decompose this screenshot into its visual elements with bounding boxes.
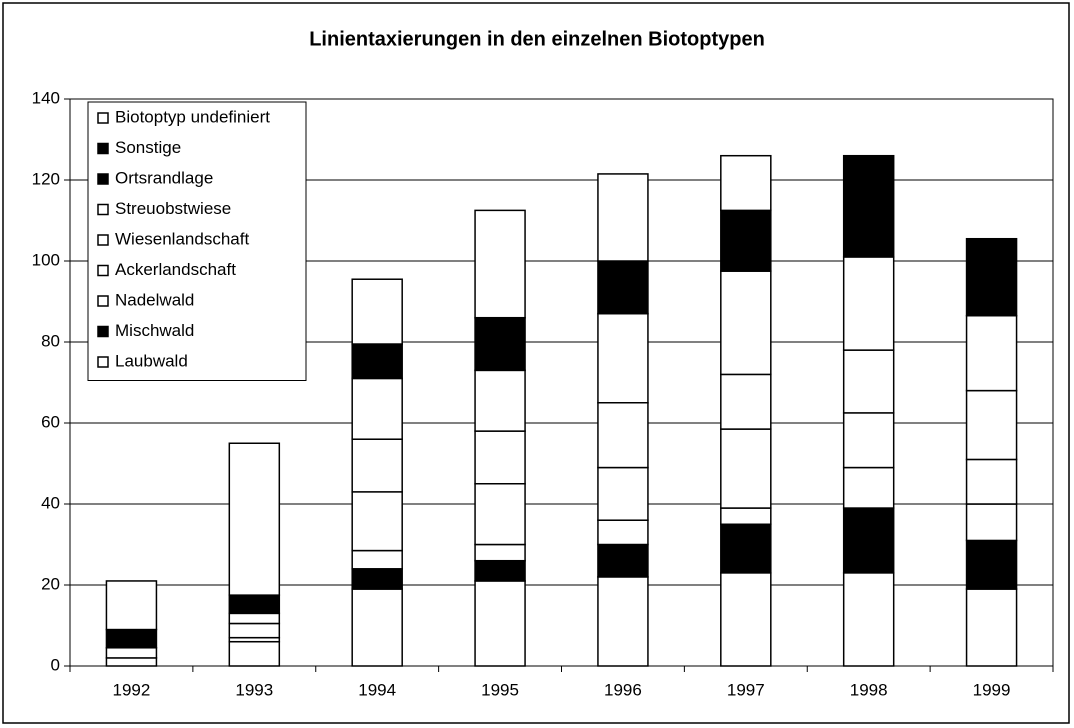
- bar-segment: [597, 519, 649, 546]
- bar-segment: [228, 612, 281, 625]
- legend-marker: [97, 264, 109, 277]
- legend-label: Sonstige: [115, 138, 181, 157]
- bar-segment: [965, 237, 1018, 317]
- bar-segment: [105, 647, 158, 659]
- bar-segment: [720, 154, 772, 212]
- bar-segment: [842, 572, 895, 667]
- bar-segment: [351, 438, 403, 493]
- bar-segment: [965, 458, 1018, 505]
- bar-segment: [351, 343, 403, 380]
- bar-segment: [474, 316, 526, 372]
- legend-marker: [97, 203, 109, 216]
- y-tick-label: 40: [41, 493, 60, 512]
- bar-segment: [597, 402, 649, 469]
- y-tick-label: 60: [41, 412, 60, 431]
- legend-label: Biotoptyp undefiniert: [115, 107, 270, 126]
- legend-label: Mischwald: [115, 321, 194, 340]
- bar-segment: [474, 209, 526, 319]
- bar-segment: [720, 373, 772, 430]
- bar-segment: [597, 466, 649, 521]
- bar-segment: [351, 278, 403, 345]
- y-tick-label: 140: [32, 88, 60, 107]
- x-tick-label: 1996: [604, 680, 642, 699]
- bar-segment: [720, 428, 772, 509]
- legend-label: Wiesenlandschaft: [115, 229, 249, 248]
- bar-segment: [720, 209, 772, 272]
- legend-marker: [97, 234, 109, 246]
- bar-segment: [965, 588, 1018, 667]
- bar-segment: [351, 568, 403, 590]
- x-tick-label: 1993: [235, 680, 273, 699]
- bar-segment: [842, 349, 895, 414]
- bar-segment: [842, 154, 895, 258]
- bar-segment: [105, 628, 158, 649]
- bar-segment: [474, 430, 526, 485]
- chart-title: Linientaxierungen in den einzelnen Bioto…: [309, 28, 765, 50]
- bar-segment: [351, 491, 403, 552]
- bar-segment: [720, 572, 772, 667]
- legend-marker: [97, 112, 109, 124]
- bar-segment: [474, 369, 526, 432]
- legend-marker: [97, 325, 109, 338]
- y-tick-label: 0: [51, 655, 60, 674]
- bar-segment: [842, 507, 895, 574]
- bar-segment: [965, 503, 1018, 542]
- bar-segment: [105, 657, 158, 667]
- legend-label: Nadelwald: [115, 290, 194, 309]
- bar-segment: [720, 270, 772, 376]
- bar-segment: [720, 523, 772, 574]
- bar-segment: [351, 588, 403, 667]
- bar-segment: [351, 549, 403, 570]
- bar-segment: [597, 173, 649, 262]
- legend-marker: [97, 173, 109, 185]
- x-tick-label: 1997: [727, 680, 765, 699]
- bar-segment: [965, 539, 1018, 590]
- bar-segment: [228, 442, 281, 596]
- y-tick-label: 80: [41, 331, 60, 350]
- bar-segment: [474, 483, 526, 546]
- y-tick-label: 120: [32, 169, 60, 188]
- bar-segment: [597, 260, 649, 315]
- legend-label: Streuobstwiese: [115, 199, 231, 218]
- bar-segment: [597, 543, 649, 578]
- bar-segment: [228, 594, 281, 615]
- bar-segment: [474, 559, 526, 582]
- bar-segment: [228, 640, 281, 667]
- y-tick-label: 20: [41, 574, 60, 593]
- bar-segment: [474, 580, 526, 667]
- x-tick-label: 1999: [973, 680, 1011, 699]
- legend-label: Ortsrandlage: [115, 168, 213, 187]
- bar-segment: [842, 466, 895, 509]
- legend-marker: [97, 142, 109, 155]
- legend-marker: [97, 295, 109, 307]
- bar-segment: [228, 622, 281, 639]
- bar-segment: [474, 543, 526, 562]
- bar-segment: [720, 507, 772, 525]
- bar-segment: [842, 256, 895, 351]
- legend-label: Laubwald: [115, 351, 188, 370]
- bar-segment: [351, 377, 403, 440]
- x-tick-label: 1994: [358, 680, 396, 699]
- y-tick-label: 100: [32, 250, 60, 269]
- x-tick-label: 1992: [113, 680, 151, 699]
- x-tick-label: 1998: [850, 680, 888, 699]
- bar-segment: [965, 314, 1018, 392]
- bar-segment: [597, 576, 649, 667]
- x-tick-label: 1995: [481, 680, 519, 699]
- legend-box: [87, 101, 307, 381]
- bar-segment: [842, 412, 895, 469]
- bar-segment: [105, 580, 158, 631]
- bar-segment: [597, 312, 649, 404]
- legend-marker: [97, 356, 109, 368]
- legend-label: Ackerlandschaft: [115, 260, 236, 279]
- bar-segment: [965, 389, 1018, 461]
